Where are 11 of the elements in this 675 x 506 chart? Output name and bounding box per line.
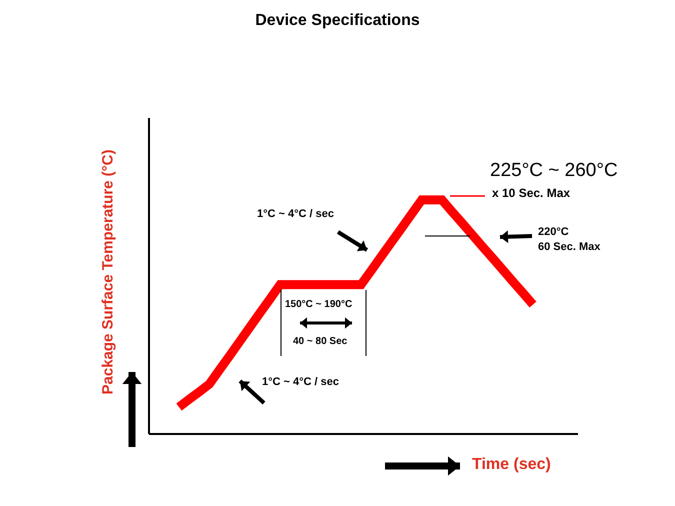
annotation: 1°C ~ 4°C / sec bbox=[257, 208, 334, 220]
text: 225°C ~ 260°C bbox=[490, 160, 618, 182]
annotation: 1°C ~ 4°C / sec bbox=[262, 376, 339, 388]
annotation: 220°C bbox=[538, 226, 569, 238]
annotation: 150°C ~ 190°C bbox=[285, 299, 352, 310]
annotation: 40 ~ 80 Sec bbox=[293, 336, 348, 347]
x-axis-title: Time (sec) bbox=[472, 456, 551, 474]
y-axis-title: Package Surface Temperature (°C) bbox=[100, 150, 116, 394]
annotation: 60 Sec. Max bbox=[538, 241, 600, 253]
chart-title: Device Specifications bbox=[254, 12, 421, 30]
annotation: x 10 Sec. Max bbox=[492, 186, 570, 200]
